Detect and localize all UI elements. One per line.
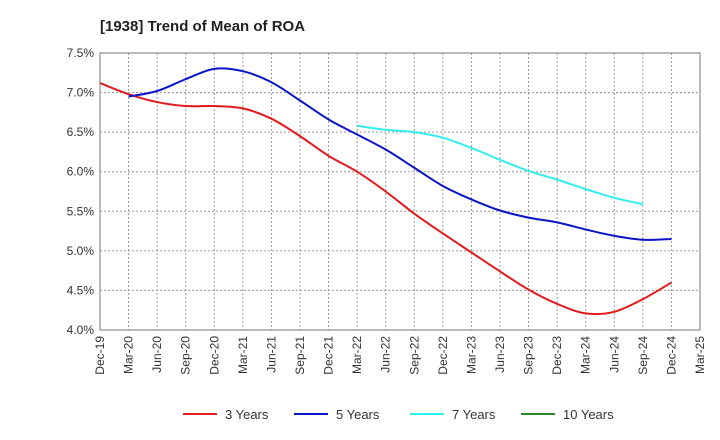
y-tick-label: 5.0% xyxy=(67,244,95,258)
x-tick-label: Dec-22 xyxy=(436,336,450,375)
x-tick-label: Mar-23 xyxy=(464,336,478,374)
x-tick-label: Mar-20 xyxy=(122,336,136,374)
series-line-7-years xyxy=(357,124,644,206)
y-tick-label: 4.0% xyxy=(67,323,95,337)
x-tick-label: Mar-21 xyxy=(236,336,250,374)
legend-label-7-years: 7 Years xyxy=(452,407,496,422)
grid xyxy=(100,53,700,330)
x-tick-label: Sep-24 xyxy=(636,336,650,375)
series-line-3-years xyxy=(99,82,672,316)
x-tick-label: Dec-21 xyxy=(322,336,336,375)
x-tick-label: Sep-22 xyxy=(407,336,421,375)
x-tick-label: Dec-24 xyxy=(664,336,678,375)
x-tick-label: Mar-24 xyxy=(579,336,593,374)
x-tick-label: Jun-20 xyxy=(150,336,164,373)
x-tick-label: Sep-23 xyxy=(522,336,536,375)
y-tick-label: 7.0% xyxy=(67,86,95,100)
y-axis-ticks: 7.5% 7.0% 6.5% 6.0% 5.5% 5.0% 4.5% 4.0% xyxy=(67,46,95,337)
x-tick-label: Jun-21 xyxy=(264,336,278,373)
x-axis-ticks: Dec-19 Mar-20 Jun-20 Sep-20 Dec-20 Mar-21 Jun-… xyxy=(93,336,707,375)
y-tick-label: 6.0% xyxy=(67,165,95,179)
x-tick-label: Dec-19 xyxy=(93,336,107,375)
x-tick-label: Jun-23 xyxy=(493,336,507,373)
x-tick-label: Sep-20 xyxy=(179,336,193,375)
x-tick-label: Jun-22 xyxy=(379,336,393,373)
x-tick-label: Mar-22 xyxy=(350,336,364,374)
x-tick-label: Dec-20 xyxy=(207,336,221,375)
y-tick-label: 5.5% xyxy=(67,204,95,218)
legend-label-3-years: 3 Years xyxy=(225,407,269,422)
chart-title: [1938] Trend of Mean of ROA xyxy=(100,18,305,35)
plot-area xyxy=(99,52,701,331)
x-tick-label: Dec-23 xyxy=(550,336,564,375)
series-lines xyxy=(99,67,672,316)
legend-label-5-years: 5 Years xyxy=(336,407,380,422)
y-tick-label: 7.5% xyxy=(67,46,95,60)
legend-label-10-years: 10 Years xyxy=(563,407,614,422)
x-tick-label: Sep-21 xyxy=(293,336,307,375)
x-tick-label: Jun-24 xyxy=(607,336,621,373)
y-tick-label: 6.5% xyxy=(67,125,95,139)
legend: 3 Years 5 Years 7 Years 10 Years xyxy=(183,407,614,422)
x-tick-label: Mar-25 xyxy=(693,336,707,374)
y-tick-label: 4.5% xyxy=(67,283,95,297)
series-line-5-years xyxy=(128,67,672,241)
